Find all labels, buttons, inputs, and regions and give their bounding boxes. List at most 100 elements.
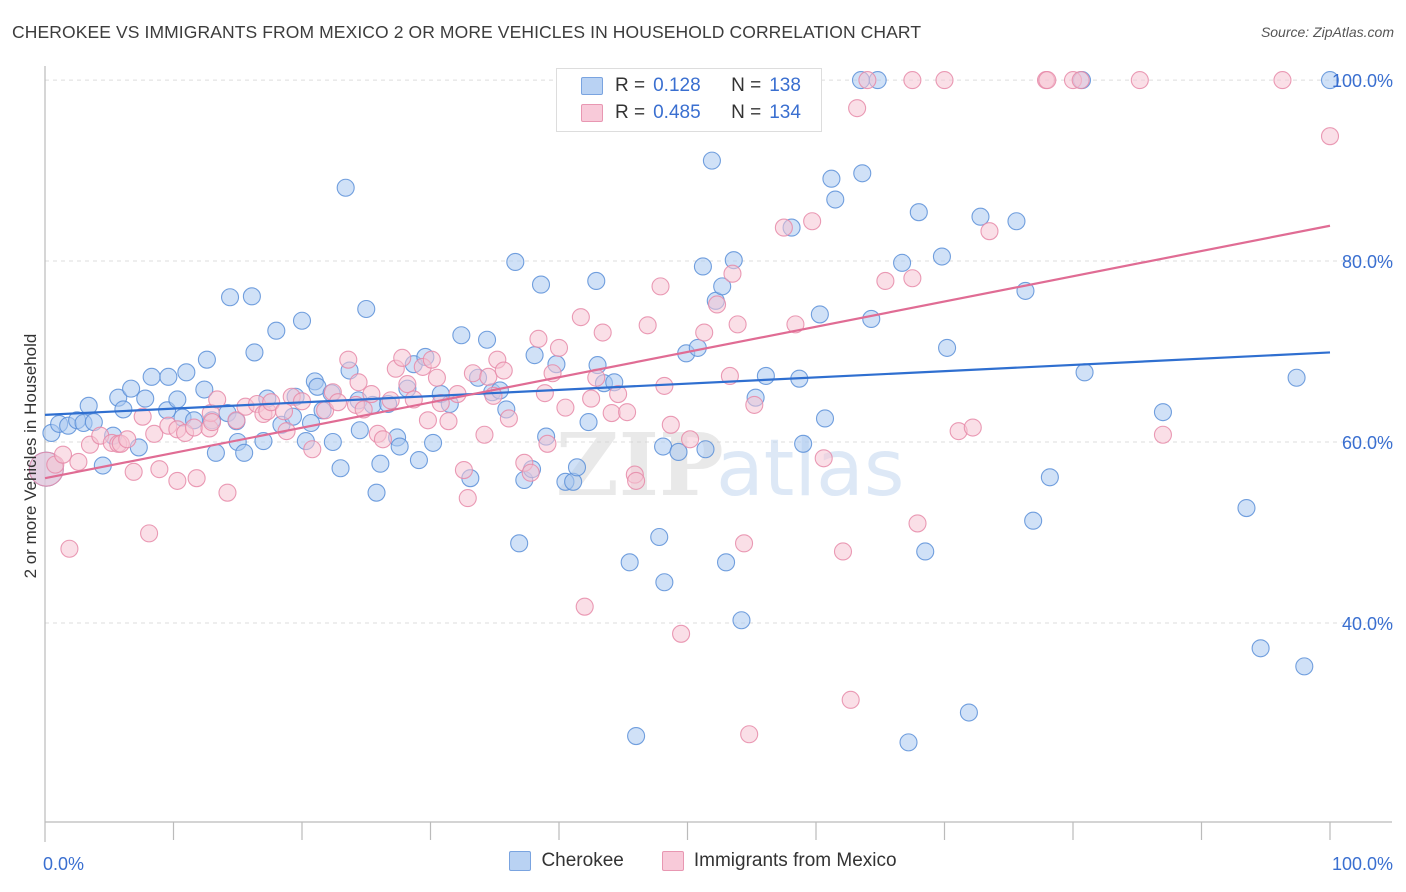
mexico-point [695,323,714,342]
mexico-point [903,269,922,288]
cherokee-point [159,367,178,386]
source-label: Source: ZipAtlas.com [1260,24,1394,40]
cherokee-swatch [581,77,603,95]
cherokee-point [1153,403,1172,422]
cherokee-point [242,287,261,306]
mexico-point [556,398,575,417]
mexico-point [303,440,322,459]
mexico-point [494,361,513,380]
mexico-point [627,471,646,490]
mexico-point [935,71,954,90]
legend-item-mexico: Immigrants from Mexico [661,850,897,872]
cherokee-point [122,379,141,398]
cherokee-point [424,433,443,452]
mexico-trendline [44,224,1331,480]
cherokee-point [650,527,669,547]
mexico-point [814,449,833,468]
mexico-point [439,412,458,431]
mexico-point [203,413,222,432]
cherokee-point [1320,71,1340,90]
cherokee-point [367,483,386,502]
mexico-point [118,430,137,449]
cherokee-point [195,380,214,399]
cherokee-point [235,443,254,462]
cherokee-point [794,434,813,453]
mexico-point [404,390,423,409]
cherokee-point [336,178,355,197]
cherokee-point [716,553,736,572]
cherokee-point [357,299,376,319]
mexico-point [1130,71,1149,90]
mexico-point [980,222,999,241]
mexico-point [145,424,164,443]
cherokee-point [371,454,390,473]
mexico-point [549,338,569,357]
cherokee-point [114,400,133,419]
mexico-point [381,391,400,410]
mexico-point [227,411,246,430]
cherokee-point [938,338,957,357]
series-legend: Cherokee Immigrants from Mexico [0,850,1406,872]
watermark-atlas: atlas [716,424,905,514]
r-label: R = [615,102,646,123]
mexico-point [499,409,518,428]
cherokee-point [932,247,951,266]
mexico-point [681,430,700,449]
cherokee-point [654,437,673,456]
mexico-point [618,403,637,422]
mexico-point [262,393,281,412]
r-label: R = [615,75,646,96]
cherokee-point [862,309,881,329]
mexico-point [475,425,494,444]
mexico-point [521,463,540,482]
mexico-point [479,367,498,386]
y-axis-title: 2 or more Vehicles in Household [21,334,40,579]
mexico-point [602,403,621,423]
mexico-point [529,329,548,348]
mexico-point [60,539,79,558]
mexico-point [582,389,601,408]
cherokee-point [136,389,155,408]
cherokee-point [655,573,674,592]
mexico-point [208,390,227,409]
mexico-point [1153,425,1172,444]
cherokee-point [669,442,688,462]
cherokee-point [627,726,646,746]
mexico-point [431,394,450,413]
cherokee-point [732,611,751,630]
mexico-point [339,350,358,369]
mexico-point [150,460,169,479]
legend-row-cherokee: R = 0.128 N = 138 [581,73,801,99]
mexico-point [833,542,853,561]
n-label: N = [731,75,762,96]
cherokee-point [815,409,835,428]
cherokee-point [702,151,721,170]
cherokee-point [810,305,829,324]
mexico-point [593,323,612,342]
r-value: 0.128 [653,75,701,96]
mexico-point [903,71,922,90]
cherokee-point [409,451,428,470]
mexico-point [723,264,742,283]
n-label: N = [731,102,762,123]
mexico-point [661,415,680,434]
cherokee-point [510,534,529,553]
mexico-point [774,218,793,237]
legend-item-cherokee: Cherokee [509,850,624,872]
mexico-point [609,384,628,404]
data-points [28,71,1340,752]
x-tick-label: 100.0% [1332,854,1393,874]
mexico-point [393,348,412,367]
mexico-point [218,483,237,502]
cherokee-point [1075,363,1094,382]
cherokee-point [1287,368,1306,387]
cherokee-point [893,253,912,272]
mexico-point [672,624,691,643]
mexico-point [728,315,747,334]
mexico-point [575,597,594,616]
mexico-point [124,462,143,481]
cherokee-point [826,190,845,209]
cherokee-point [713,277,732,296]
cherokee-point [909,203,928,222]
mexico-point [133,407,152,426]
